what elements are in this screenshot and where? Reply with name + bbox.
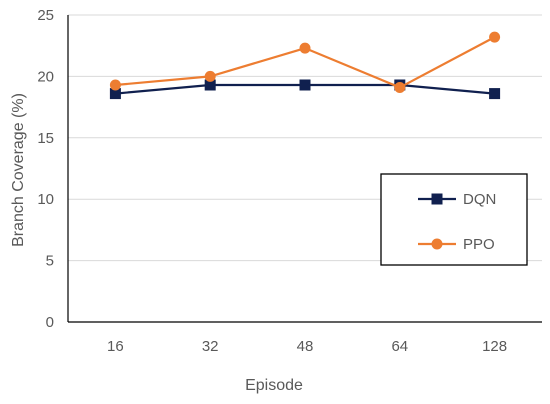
data-point-circle (109, 79, 121, 91)
legend-box (380, 173, 528, 266)
y-axis-title: Branch Coverage (%) (10, 93, 27, 247)
y-tick-label: 10 (37, 191, 54, 208)
x-tick-label: 64 (391, 338, 408, 355)
series (109, 31, 501, 100)
x-tick-label: 16 (107, 338, 124, 355)
legend-item-ppo: PPO (418, 236, 495, 253)
x-tick-label: 48 (297, 338, 314, 355)
y-tick-label: 5 (46, 253, 54, 270)
x-axis-title: Episode (245, 377, 303, 394)
legend-item-dqn: DQN (418, 191, 496, 208)
series-dqn (109, 79, 501, 100)
y-tick-label: 20 (37, 68, 54, 85)
legend-label: PPO (463, 236, 495, 253)
x-tick-labels: 16 32 48 64 128 (107, 338, 507, 355)
legend-circle-marker (431, 238, 443, 250)
data-point-circle (204, 70, 216, 82)
data-point-circle (394, 81, 406, 93)
legend: DQN PPO (380, 173, 528, 266)
x-tick-label: 32 (202, 338, 219, 355)
x-tick-label: 128 (482, 338, 507, 355)
series-ppo (109, 31, 501, 93)
axes (67, 15, 542, 323)
legend-square-marker (431, 193, 443, 205)
y-tick-label: 25 (37, 7, 54, 24)
y-tick-labels: 0 5 10 15 20 25 (37, 7, 54, 331)
data-point-circle (299, 42, 311, 54)
legend-label: DQN (463, 191, 496, 208)
data-point-square (489, 88, 501, 100)
y-tick-label: 0 (46, 314, 54, 331)
y-tick-label: 15 (37, 130, 54, 147)
data-point-square (109, 88, 121, 100)
data-point-circle (489, 31, 501, 43)
data-point-square (204, 79, 216, 91)
data-point-square (299, 79, 311, 91)
